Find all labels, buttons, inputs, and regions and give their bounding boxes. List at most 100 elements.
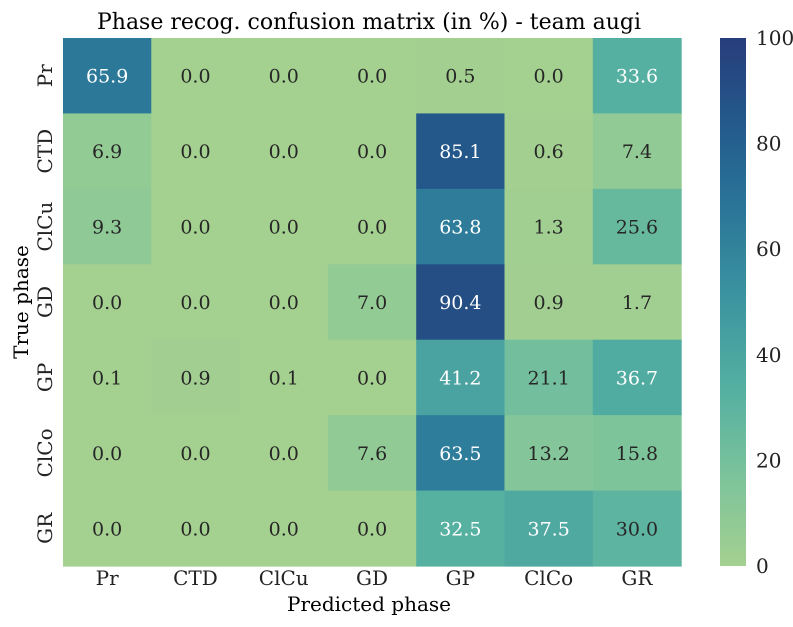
heatmap-cell (151, 113, 241, 190)
x-tick-label: GD (356, 566, 388, 590)
y-axis-label: True phase (9, 245, 33, 359)
colorbar-tick-label: 60 (756, 237, 781, 261)
cell-value-label: 0.6 (534, 141, 564, 163)
y-axis-tick-labels: Pr CTD ClCu GD GP ClCo GR (33, 64, 57, 544)
cell-value-label: 7.4 (622, 141, 652, 163)
heatmap-cell (504, 490, 594, 567)
cell-value-label: 63.8 (439, 217, 481, 239)
heatmap-cell (504, 339, 594, 416)
heatmap-cell (327, 264, 417, 341)
heatmap-cell (592, 38, 682, 115)
y-tick-label: GP (33, 363, 57, 392)
heatmap-cell (239, 415, 329, 492)
heatmap-cell (592, 113, 682, 190)
heatmap-cell (327, 490, 417, 567)
heatmap-cell (416, 490, 506, 567)
heatmap-cell (63, 339, 152, 416)
cell-value-label: 0.0 (180, 217, 210, 239)
x-axis-label: Predicted phase (287, 592, 451, 616)
heatmap-cell (151, 339, 241, 416)
heatmap-cell (504, 113, 594, 190)
cell-value-label: 0.0 (92, 292, 122, 314)
x-tick-label: ClCo (524, 566, 573, 590)
cell-value-label: 15.8 (616, 443, 658, 465)
heatmap-cell (416, 38, 506, 115)
cell-value-label: 1.7 (622, 292, 652, 314)
heatmap-cell (327, 38, 417, 115)
heatmap-cell (239, 188, 329, 265)
cell-value-label: 0.0 (269, 66, 299, 88)
cell-value-label: 0.0 (180, 141, 210, 163)
heatmap-cell (239, 490, 329, 567)
heatmap-cell (239, 339, 329, 416)
heatmap-cell (504, 188, 594, 265)
heatmap-cell (63, 415, 152, 492)
heatmap-cell (63, 264, 152, 341)
heatmap-cell (239, 264, 329, 341)
heatmap-cell (416, 339, 506, 416)
cell-value-label: 0.0 (180, 66, 210, 88)
heatmap-cell (151, 264, 241, 341)
cell-value-label: 0.1 (92, 367, 122, 389)
cell-value-label: 0.0 (357, 518, 387, 540)
cell-value-label: 0.0 (180, 292, 210, 314)
cell-value-label: 0.0 (357, 217, 387, 239)
cell-value-label: 0.0 (269, 141, 299, 163)
cell-value-label: 37.5 (527, 518, 569, 540)
cell-value-label: 1.3 (534, 217, 564, 239)
heatmap-cell (151, 490, 241, 567)
heatmap-cell (416, 415, 506, 492)
cell-value-label: 0.0 (357, 367, 387, 389)
colorbar-tick-label: 100 (756, 26, 793, 50)
cell-value-label: 0.9 (180, 367, 210, 389)
chart-title: Phase recog. confusion matrix (in %) - t… (97, 10, 641, 35)
cell-value-label: 6.9 (92, 141, 122, 163)
y-tick-label: Pr (33, 64, 57, 87)
heatmap-cell (592, 339, 682, 416)
cell-value-label: 85.1 (439, 141, 481, 163)
heatmap-cells: 65.9 0.0 0.0 0.0 0.5 0.0 33.6 6.9 0.0 0.0 0.0 85.1 0… (63, 38, 682, 567)
heatmap-cell (416, 188, 506, 265)
heatmap-cell (504, 415, 594, 492)
cell-value-label: 30.0 (616, 518, 658, 540)
x-tick-label: CTD (173, 566, 218, 590)
y-tick-label: GR (33, 512, 57, 544)
cell-value-label: 0.0 (534, 66, 564, 88)
heatmap-cell (416, 113, 506, 190)
heatmap-cell (504, 264, 594, 341)
heatmap-cell (327, 113, 417, 190)
cell-value-label: 0.0 (269, 292, 299, 314)
heatmap-cell (63, 490, 152, 567)
heatmap-cell (327, 188, 417, 265)
heatmap-cell (592, 415, 682, 492)
x-tick-label: GP (446, 566, 475, 590)
cell-value-label: 0.0 (269, 443, 299, 465)
cell-value-label: 0.0 (357, 66, 387, 88)
y-tick-label: ClCu (33, 202, 57, 252)
cell-value-label: 0.0 (269, 217, 299, 239)
heatmap-cell (151, 188, 241, 265)
cell-value-label: 0.0 (92, 443, 122, 465)
cell-value-label: 0.0 (180, 518, 210, 540)
cell-value-label: 33.6 (616, 66, 658, 88)
cell-value-label: 21.1 (527, 367, 569, 389)
cell-value-label: 9.3 (92, 217, 122, 239)
x-tick-label: Pr (96, 566, 119, 590)
cell-value-label: 65.9 (86, 66, 128, 88)
cell-value-label: 90.4 (439, 292, 481, 314)
heatmap-cell (504, 38, 594, 115)
heatmap-cell (327, 339, 417, 416)
cell-value-label: 0.0 (357, 141, 387, 163)
heatmap-cell (592, 490, 682, 567)
heatmap-cell (151, 38, 241, 115)
heatmap-cell (416, 264, 506, 341)
cell-value-label: 7.0 (357, 292, 387, 314)
heatmap-cell (327, 415, 417, 492)
cell-value-label: 7.6 (357, 443, 387, 465)
colorbar-tick-labels: 0 20 40 60 80 100 (756, 26, 793, 578)
x-axis-tick-labels: Pr CTD ClCu GD GP ClCo GR (96, 566, 654, 590)
colorbar (720, 38, 746, 566)
heatmap-cell (63, 38, 152, 115)
heatmap-cell (592, 264, 682, 341)
